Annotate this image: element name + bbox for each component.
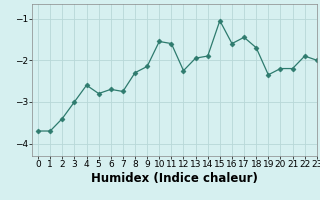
X-axis label: Humidex (Indice chaleur): Humidex (Indice chaleur) — [91, 172, 258, 185]
